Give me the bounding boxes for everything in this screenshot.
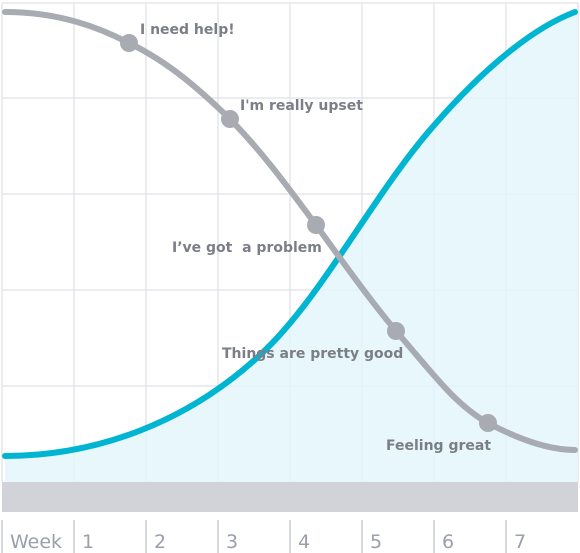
annotation: I need help!	[140, 22, 235, 38]
x-ticks	[1, 520, 507, 553]
rising-curve	[2, 9, 578, 459]
curve-points	[120, 34, 497, 432]
x-label: 1	[82, 531, 94, 553]
x-label: 3	[226, 531, 238, 553]
baseline-band	[2, 482, 578, 512]
point	[307, 216, 325, 234]
x-label: 2	[154, 531, 166, 553]
annotation: Things are pretty good	[222, 346, 403, 362]
x-label: 4	[298, 531, 310, 553]
annotation: Feeling great	[386, 438, 491, 454]
point	[120, 34, 138, 52]
x-label: 6	[442, 531, 454, 553]
x-label: Week	[10, 531, 62, 553]
point	[387, 322, 405, 340]
x-label: 5	[370, 531, 382, 553]
point	[479, 414, 497, 432]
annotation: I'm really upset	[240, 98, 363, 114]
annotation: I’ve got a problem	[172, 240, 322, 256]
area-fill	[5, 12, 578, 482]
x-label: 7	[514, 531, 526, 553]
point	[221, 110, 239, 128]
